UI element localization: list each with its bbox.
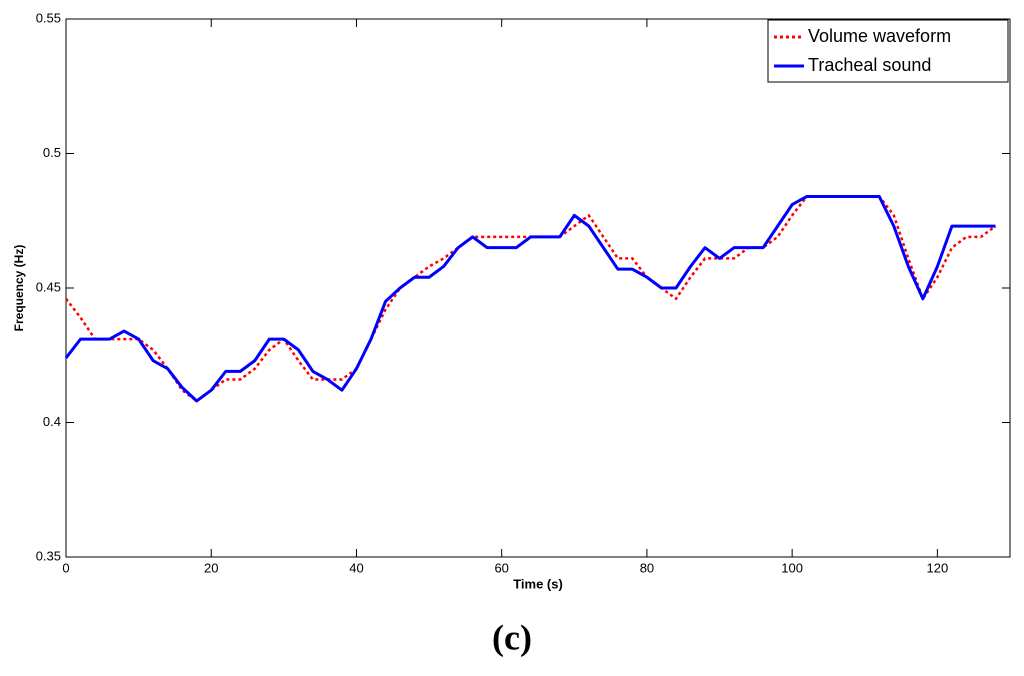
caption: (c): [492, 617, 532, 657]
x-axis-label: Time (s): [513, 576, 563, 591]
y-axis-label: Frequency (Hz): [12, 245, 26, 332]
x-tick-label: 0: [62, 560, 69, 575]
x-tick-label: 100: [781, 560, 803, 575]
x-tick-label: 120: [927, 560, 949, 575]
legend-label: Volume waveform: [808, 26, 951, 46]
y-tick-label: 0.5: [43, 145, 61, 160]
x-tick-label: 60: [494, 560, 508, 575]
x-tick-label: 40: [349, 560, 363, 575]
data-line: [65, 195, 997, 403]
x-tick-label: 20: [204, 560, 218, 575]
y-tick-label: 0.35: [36, 548, 61, 563]
legend-box: [767, 19, 1009, 83]
y-tick-label: 0.55: [36, 10, 61, 25]
x-tick-label: 80: [640, 560, 654, 575]
legend-label: Tracheal sound: [808, 55, 931, 75]
data-line: [64, 195, 996, 403]
y-tick-label: 0.4: [43, 414, 61, 429]
y-tick-label: 0.45: [36, 279, 61, 294]
plot-frame: [65, 18, 1011, 558]
